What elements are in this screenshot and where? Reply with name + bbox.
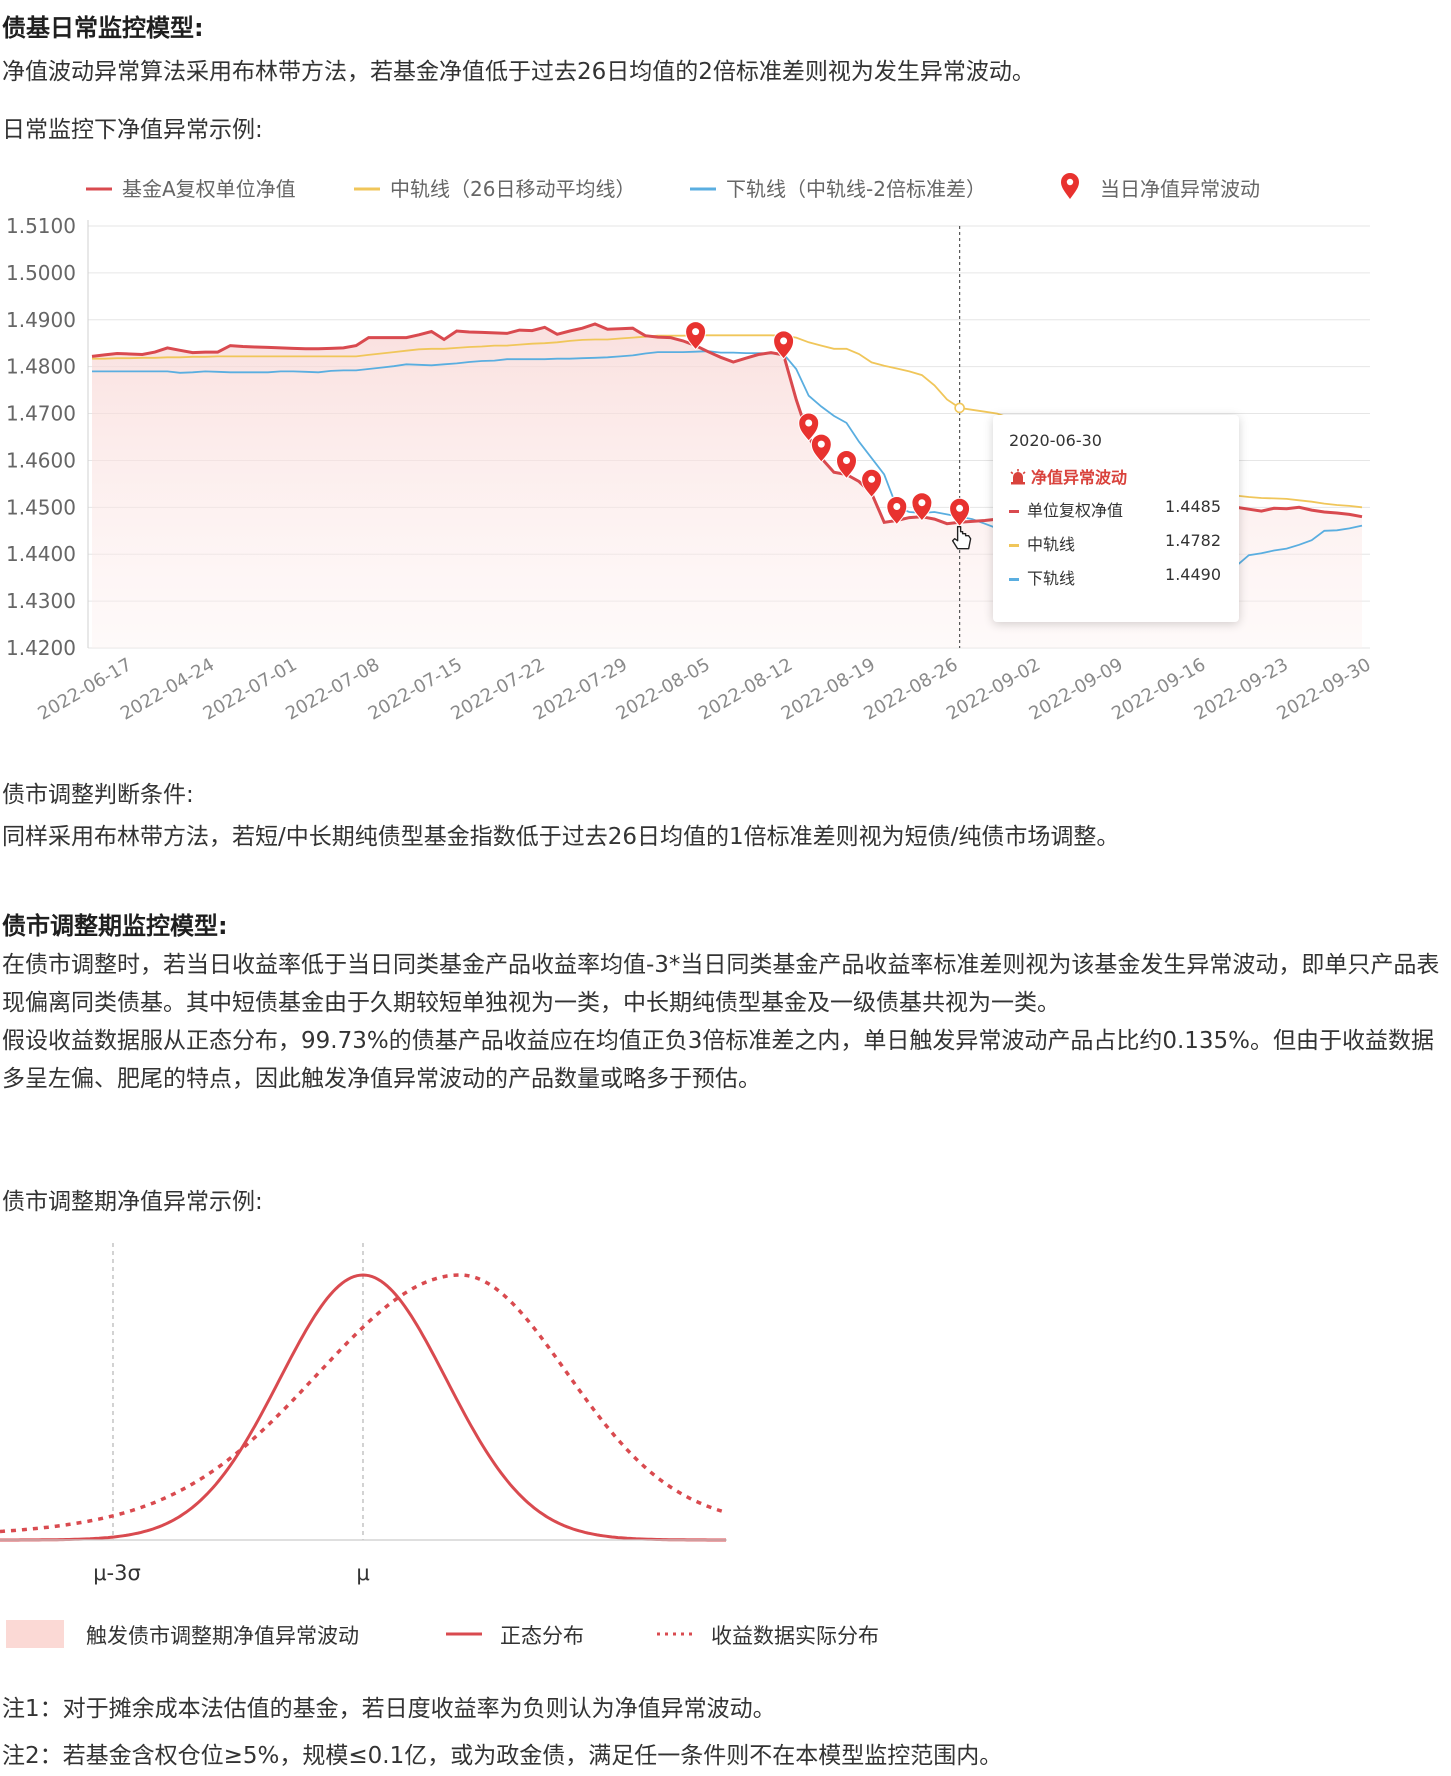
legend-label-0: 基金A复权单位净值 xyxy=(122,177,296,201)
tooltip-row-low: 下轨线 xyxy=(1009,565,1075,589)
section2-description-1: 在债市调整时，若当日收益率低于当日同类基金产品收益率均值-3*当日同类基金产品收… xyxy=(2,946,1447,1022)
actual-distribution-curve xyxy=(0,1275,726,1532)
section2-description-2: 假设收益数据服从正态分布，99.73%的债基产品收益应在均值正负3倍标准差之内，… xyxy=(2,1022,1447,1098)
legend-label-3: 当日净值异常波动 xyxy=(1100,177,1260,201)
tooltip-alert: 净值异常波动 xyxy=(1009,464,1127,488)
tooltip-value-mid: 1.4782 xyxy=(1165,531,1221,550)
section2-title: 债市调整期监控模型: xyxy=(2,906,228,941)
normal-distribution-curve xyxy=(0,1275,726,1540)
legend-label-1: 中轨线（26日移动平均线） xyxy=(390,177,635,201)
nav-bollinger-chart: 基金A复权单位净值 中轨线（26日移动平均线） 下轨线（中轨线-2倍标准差） 当日净值… xyxy=(0,0,1451,760)
tooltip-date: 2020-06-30 xyxy=(1009,431,1102,450)
legend-shade-label: 触发债市调整期净值异常波动 xyxy=(86,1624,359,1648)
y-tick-label: 1.4400 xyxy=(6,542,76,566)
y-tick-label: 1.5000 xyxy=(6,261,76,285)
y-tick-label: 1.4300 xyxy=(6,589,76,613)
y-tick-label: 1.4800 xyxy=(6,355,76,379)
tooltip-row-nav: 单位复权净值 xyxy=(1009,497,1123,521)
y-tick-label: 1.4200 xyxy=(6,636,76,660)
x-tick-mu-minus-3sigma: μ-3σ xyxy=(93,1561,141,1585)
tooltip-row-mid: 中轨线 xyxy=(1009,531,1075,555)
note-2: 注2：若基金含权仓位≥5%，规模≤0.1亿，或为政金债，满足任一条件则不在本模型… xyxy=(2,1737,1002,1775)
y-tick-label: 1.5100 xyxy=(6,214,76,238)
y-tick-label: 1.4700 xyxy=(6,402,76,426)
y-tick-label: 1.4500 xyxy=(6,495,76,519)
legend-label-2: 下轨线（中轨线-2倍标准差） xyxy=(726,177,986,201)
legend-shade-swatch xyxy=(6,1620,64,1648)
condition-title: 债市调整判断条件: xyxy=(2,776,194,814)
note-1: 注1：对于摊余成本法估值的基金，若日度收益率为负则认为净值异常波动。 xyxy=(2,1690,776,1728)
legend-pin-icon xyxy=(1061,173,1079,199)
tooltip-alert-label: 净值异常波动 xyxy=(1031,468,1127,487)
chart1-y-axis: 1.5100 1.5000 1.4900 1.4800 1.4700 1.4600 1.45… xyxy=(6,214,76,660)
legend-actual-label: 收益数据实际分布 xyxy=(711,1624,879,1648)
section2-example-label: 债市调整期净值异常示例: xyxy=(2,1183,263,1221)
y-tick-label: 1.4900 xyxy=(6,308,76,332)
chart1-x-axis: 2022-06-172022-04-242022-07-012022-07-08… xyxy=(34,654,1374,724)
anomaly-shaded-region xyxy=(0,1537,113,1540)
condition-description: 同样采用布林带方法，若短/中长期纯债型基金指数低于过去26日均值的1倍标准差则视… xyxy=(2,818,1119,856)
y-tick-label: 1.4600 xyxy=(6,448,76,472)
legend-normal-label: 正态分布 xyxy=(500,1624,584,1648)
hover-dot-mid xyxy=(955,403,964,412)
alarm-light-icon xyxy=(1009,469,1027,485)
x-tick-label: 2022-09-30 xyxy=(1273,654,1374,724)
chart-tooltip: 2020-06-30 净值异常波动 单位复权净值 1.4485 中轨线 1.47… xyxy=(993,415,1239,622)
chart1-legend: 基金A复权单位净值 中轨线（26日移动平均线） 下轨线（中轨线-2倍标准差） 当日净值… xyxy=(86,173,1260,201)
x-tick-mu: μ xyxy=(356,1561,369,1585)
tooltip-value-nav: 1.4485 xyxy=(1165,497,1221,516)
tooltip-value-low: 1.4490 xyxy=(1165,565,1221,584)
